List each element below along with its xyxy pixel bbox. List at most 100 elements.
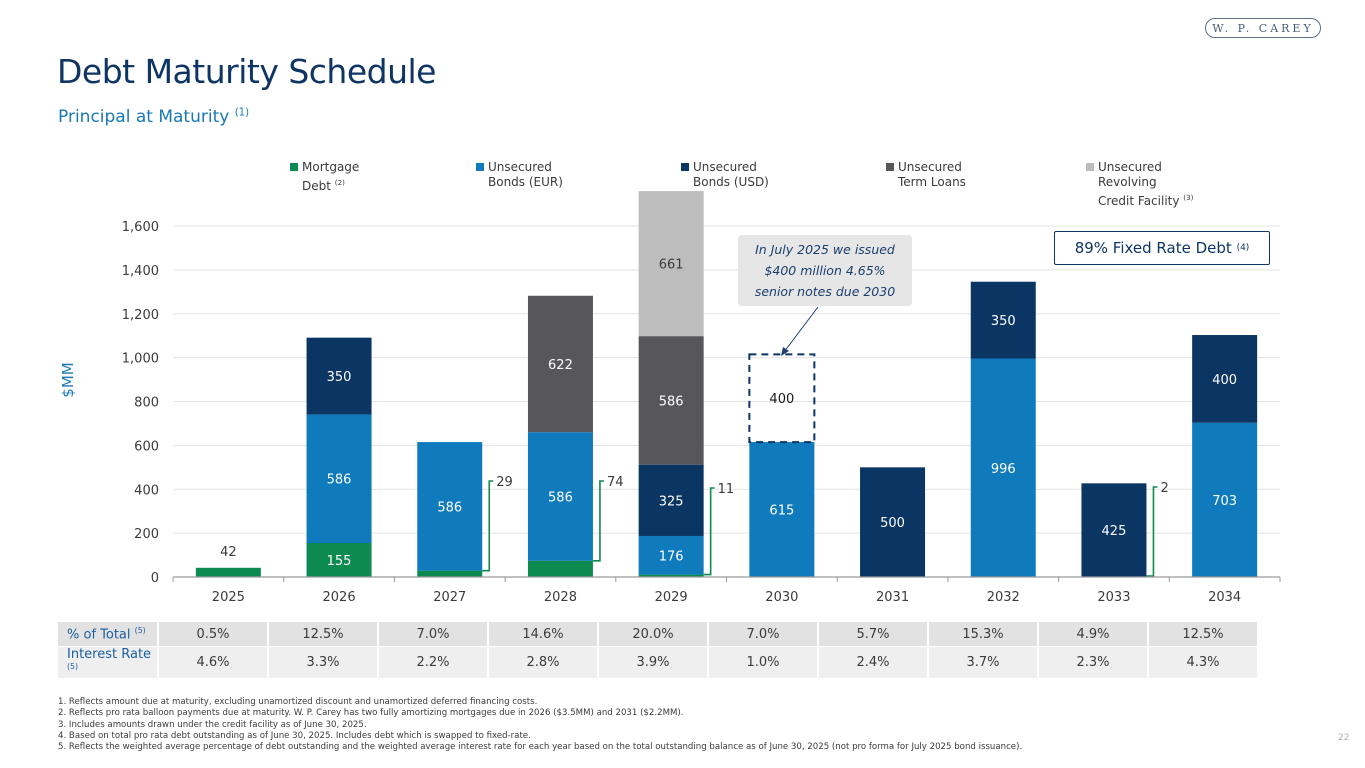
y-axis-ticks: 0 200 400 600 800 1,000 1,200 1,400 1,600 — [122, 220, 159, 586]
bar-unsecured-term-loans-2028 — [527, 295, 593, 433]
footnotes: 1. Reflects amount due at maturity, excl… — [58, 697, 1022, 753]
bar-unsecured-bonds-usd--2026 — [306, 337, 372, 415]
row-footnote-ref: (5) — [67, 662, 79, 671]
bar-unsecured-bonds-usd--2033 — [1081, 483, 1147, 577]
table-cell: 12.5% — [1149, 622, 1257, 646]
x-tick-label: 2027 — [433, 590, 466, 605]
x-tick-label: 2025 — [212, 590, 245, 605]
subtitle-footnote-ref: (1) — [234, 107, 250, 119]
legend-label: Bonds (EUR) — [488, 175, 563, 189]
table-cell: 3.7% — [929, 647, 1037, 679]
fixed-rate-debt-badge: 89% Fixed Rate Debt (4) — [1054, 231, 1270, 265]
table-cell: 20.0% — [599, 622, 707, 646]
footnote: 5. Reflects the weighted average percent… — [58, 742, 1023, 753]
bar-mortgage-debt-2029 — [638, 574, 704, 577]
data-label: 325 — [659, 494, 684, 509]
bracket-connector — [1146, 486, 1158, 577]
bar-mortgage-debt-2027 — [417, 570, 483, 577]
data-label: 586 — [327, 473, 352, 488]
bar-mortgage-debt-2026 — [306, 542, 372, 577]
legend-label: Unsecured — [693, 160, 757, 174]
data-label: 703 — [1212, 494, 1237, 509]
bar-unsecured-term-loans-2029 — [638, 336, 704, 465]
table-cell: 5.7% — [819, 622, 927, 646]
fixed-rate-text: 89% Fixed Rate Debt — [1074, 239, 1232, 257]
legend-label: Revolving — [1098, 175, 1157, 189]
x-tick-label: 2026 — [323, 590, 356, 605]
bracket-data-label: 11 — [718, 482, 735, 497]
data-label: 350 — [327, 370, 352, 385]
bars — [195, 191, 1258, 578]
fixed-rate-footnote-ref: (4) — [1236, 243, 1250, 253]
bar-unsecured-bonds-eur--2029 — [638, 535, 704, 575]
bar-unsecured-bonds-eur--2027 — [417, 442, 483, 571]
table-row-interest-rate: Interest Rate (5) 4.6% 3.3% 2.2% 2.8% 3.… — [58, 647, 1257, 679]
legend-label: Credit Facility — [1098, 194, 1180, 208]
data-label: 586 — [659, 394, 684, 409]
table-cell: 2.8% — [489, 647, 597, 679]
data-label: 42 — [220, 545, 237, 560]
page-title: Debt Maturity Schedule — [57, 52, 436, 91]
x-tick-label: 2030 — [765, 590, 798, 605]
data-label: 155 — [327, 554, 352, 569]
y-tick-label: 400 — [134, 483, 159, 498]
bar-unsecured-bonds-usd--2034 — [1192, 335, 1258, 423]
bar-unsecured-bonds-usd--2029 — [638, 464, 704, 536]
callout-note: In July 2025 we issued $400 million 4.65… — [738, 235, 912, 306]
data-label: 425 — [1102, 524, 1127, 539]
data-labels: 42 155 586 350 586 29 586 622 74 176 325 586 661 11 61… — [220, 258, 1237, 577]
legend-label: Bonds (USD) — [693, 175, 769, 189]
footnote: 4. Based on total pro rata debt outstand… — [58, 730, 531, 741]
data-label: 586 — [437, 500, 462, 515]
bar-unsecured-bonds-eur--2034 — [1192, 422, 1258, 577]
legend-swatch-revolving-credit — [1086, 163, 1094, 171]
table-cell: 14.6% — [489, 622, 597, 646]
table-cell: 4.6% — [159, 647, 267, 679]
pro-forma-bar-outline — [748, 353, 816, 444]
y-tick-label: 1,600 — [122, 220, 159, 235]
x-tick-label: 2031 — [876, 590, 909, 605]
table-cell: 1.0% — [709, 647, 817, 679]
data-label: 176 — [659, 549, 684, 564]
bracket-data-label: 2 — [1160, 481, 1168, 496]
row-header: % of Total (5) — [58, 622, 157, 646]
legend-swatch-term-loans — [886, 163, 894, 171]
chart-subtitle: Principal at Maturity (1) — [58, 107, 249, 127]
table-cell: 7.0% — [379, 622, 487, 646]
callout-line: senior notes due 2030 — [754, 284, 896, 299]
legend-label: Unsecured — [1098, 160, 1162, 174]
x-tick-label: 2033 — [1097, 590, 1130, 605]
row-header: Interest Rate (5) — [58, 647, 157, 679]
y-tick-label: 800 — [134, 396, 159, 411]
table-cell: 2.3% — [1039, 647, 1147, 679]
legend-footnote-ref: (3) — [1183, 193, 1194, 202]
table-cell: 0.5% — [159, 622, 267, 646]
callout-line: $400 million 4.65% — [764, 263, 886, 278]
data-label: 615 — [769, 504, 794, 519]
legend-label: Debt — [302, 179, 331, 193]
row-header-text: Interest Rate — [67, 647, 152, 662]
table-cell: 2.2% — [379, 647, 487, 679]
debt-maturity-chart: 0 200 400 600 800 1,000 1,200 1,400 1,600 42 155 5… — [59, 191, 1281, 605]
y-tick-label: 600 — [134, 439, 159, 454]
row-footnote-ref: (5) — [134, 625, 146, 635]
y-tick-label: 1,200 — [122, 308, 159, 323]
y-tick-label: 1,000 — [122, 352, 159, 367]
bracket-connector — [592, 480, 604, 562]
legend-swatch-bonds-usd — [681, 163, 689, 171]
callout-line: In July 2025 we issued — [755, 242, 895, 257]
bar-unsecured-bonds-usd--2032 — [970, 281, 1036, 359]
x-tick-label: 2029 — [655, 590, 688, 605]
data-label: 400 — [1212, 373, 1237, 388]
data-label: 996 — [991, 462, 1016, 477]
x-tick-label: 2032 — [987, 590, 1020, 605]
table-row-percent-total: % of Total (5) 0.5% 12.5% 7.0% 14.6% 20.… — [58, 622, 1257, 646]
legend-item-mortgage-debt: Mortgage Debt (2) — [290, 160, 359, 194]
y-axis-label: $MM — [59, 362, 77, 397]
x-tick-label: 2028 — [544, 590, 577, 605]
table-cell: 4.3% — [1149, 647, 1257, 679]
legend-footnote-ref: (2) — [334, 178, 345, 187]
legend-item-bonds-eur: Unsecured Bonds (EUR) — [476, 160, 563, 190]
data-label: 661 — [659, 258, 684, 273]
data-label: 622 — [548, 358, 573, 373]
